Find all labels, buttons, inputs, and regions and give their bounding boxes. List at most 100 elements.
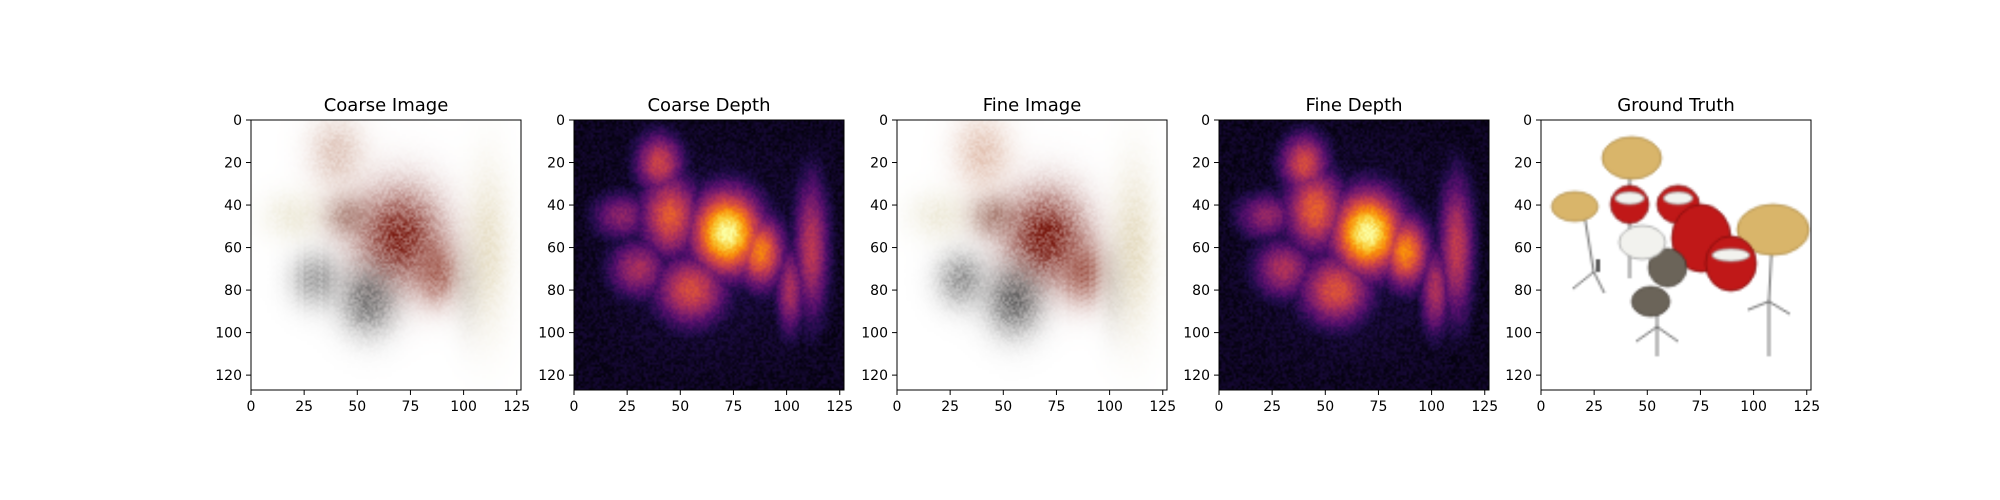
axes-frame (1540, 119, 1812, 391)
y-axis: 0 20 40 60 80 100 120 (861, 113, 897, 384)
y-tick-label: 0 (879, 113, 888, 129)
x-tick-label: 0 (1537, 399, 1546, 415)
y-tick-label: 60 (870, 241, 888, 257)
y-tick-label: 60 (224, 241, 242, 257)
y-axis: 0 20 40 60 80 100 120 (215, 113, 251, 384)
x-tick-label: 125 (826, 399, 853, 415)
x-tick-label: 125 (1793, 399, 1820, 415)
x-tick-label: 25 (1585, 399, 1603, 415)
y-tick-label: 120 (861, 368, 888, 384)
x-axis: 0 25 50 75 100 125 (1215, 390, 1498, 415)
y-tick-label: 120 (538, 368, 565, 384)
x-tick-label: 0 (1215, 399, 1224, 415)
y-tick-label: 100 (861, 326, 888, 342)
x-tick-label: 100 (1740, 399, 1767, 415)
image-area (574, 120, 844, 390)
y-tick-label: 120 (1183, 368, 1210, 384)
coarse-image-canvas (251, 120, 521, 390)
panel-coarse-depth: Coarse Depth 0 25 50 75 100 125 0 20 40 60 80 100 1… (538, 95, 853, 415)
x-tick-label: 125 (1149, 399, 1176, 415)
x-tick-label: 25 (941, 399, 959, 415)
y-tick-label: 100 (538, 326, 565, 342)
image-area (1541, 120, 1811, 390)
x-tick-label: 25 (295, 399, 313, 415)
x-tick-label: 25 (618, 399, 636, 415)
y-tick-label: 80 (1514, 283, 1532, 299)
x-tick-label: 75 (725, 399, 743, 415)
panel-title: Ground Truth (1617, 95, 1735, 116)
y-tick-label: 40 (1192, 198, 1210, 214)
x-axis: 0 25 50 75 100 125 (570, 390, 853, 415)
y-tick-label: 80 (547, 283, 565, 299)
x-tick-label: 25 (1263, 399, 1281, 415)
image-area (1219, 120, 1489, 390)
y-axis: 0 20 40 60 80 100 120 (1183, 113, 1219, 384)
x-tick-label: 50 (671, 399, 689, 415)
panel-title: Fine Depth (1305, 95, 1402, 116)
x-tick-label: 75 (402, 399, 420, 415)
x-tick-label: 125 (1471, 399, 1498, 415)
y-tick-label: 0 (1523, 113, 1532, 129)
y-tick-label: 60 (547, 241, 565, 257)
panel-title: Fine Image (983, 95, 1082, 116)
y-tick-label: 0 (1201, 113, 1210, 129)
x-tick-label: 125 (503, 399, 530, 415)
y-tick-label: 100 (215, 326, 242, 342)
axes-frame (1218, 119, 1490, 391)
y-tick-label: 20 (1514, 156, 1532, 172)
panel-coarse-image: Coarse Image 0 25 50 75 100 125 0 20 40 60 80 100 1… (215, 95, 530, 415)
panel-fine-image: Fine Image 0 25 50 75 100 125 0 20 40 60 80 100 120 (861, 95, 1176, 415)
image-area (897, 120, 1167, 390)
y-tick-label: 20 (870, 156, 888, 172)
x-tick-label: 50 (1638, 399, 1656, 415)
x-tick-label: 75 (1692, 399, 1710, 415)
y-tick-label: 40 (224, 198, 242, 214)
x-tick-label: 0 (570, 399, 579, 415)
y-tick-label: 120 (1505, 368, 1532, 384)
panel-ground-truth: Ground Truth 0 25 50 75 100 125 0 20 40 60 80 100 1… (1505, 95, 1820, 415)
y-tick-label: 120 (215, 368, 242, 384)
y-tick-label: 0 (233, 113, 242, 129)
x-tick-label: 0 (893, 399, 902, 415)
x-tick-label: 75 (1370, 399, 1388, 415)
fine-depth-canvas (1219, 120, 1489, 390)
x-tick-label: 100 (1096, 399, 1123, 415)
x-axis: 0 25 50 75 100 125 (1537, 390, 1820, 415)
panel-title: Coarse Depth (647, 95, 770, 116)
x-tick-label: 0 (247, 399, 256, 415)
y-tick-label: 0 (556, 113, 565, 129)
x-tick-label: 100 (1418, 399, 1445, 415)
fine-image-canvas (897, 120, 1167, 390)
y-tick-label: 80 (1192, 283, 1210, 299)
x-tick-label: 50 (1316, 399, 1334, 415)
x-tick-label: 50 (994, 399, 1012, 415)
x-tick-label: 100 (450, 399, 477, 415)
axes-frame (250, 119, 522, 391)
y-tick-label: 20 (1192, 156, 1210, 172)
y-tick-label: 60 (1192, 241, 1210, 257)
axes-frame (896, 119, 1168, 391)
panel-title: Coarse Image (324, 95, 449, 116)
x-axis: 0 25 50 75 100 125 (893, 390, 1176, 415)
y-tick-label: 80 (870, 283, 888, 299)
y-axis: 0 20 40 60 80 100 120 (1505, 113, 1541, 384)
y-tick-label: 20 (224, 156, 242, 172)
y-tick-label: 40 (870, 198, 888, 214)
axes-frame (573, 119, 845, 391)
coarse-depth-canvas (574, 120, 844, 390)
y-tick-label: 100 (1505, 326, 1532, 342)
y-tick-label: 20 (547, 156, 565, 172)
ground-truth-canvas (1541, 120, 1811, 390)
y-axis: 0 20 40 60 80 100 120 (538, 113, 574, 384)
y-tick-label: 60 (1514, 241, 1532, 257)
image-area (251, 120, 521, 390)
y-tick-label: 100 (1183, 326, 1210, 342)
y-tick-label: 40 (1514, 198, 1532, 214)
x-tick-label: 50 (348, 399, 366, 415)
x-tick-label: 100 (773, 399, 800, 415)
x-axis: 0 25 50 75 100 125 (247, 390, 530, 415)
panel-fine-depth: Fine Depth 0 25 50 75 100 125 0 20 40 60 80 100 120 (1183, 95, 1498, 415)
y-tick-label: 40 (547, 198, 565, 214)
x-tick-label: 75 (1048, 399, 1066, 415)
